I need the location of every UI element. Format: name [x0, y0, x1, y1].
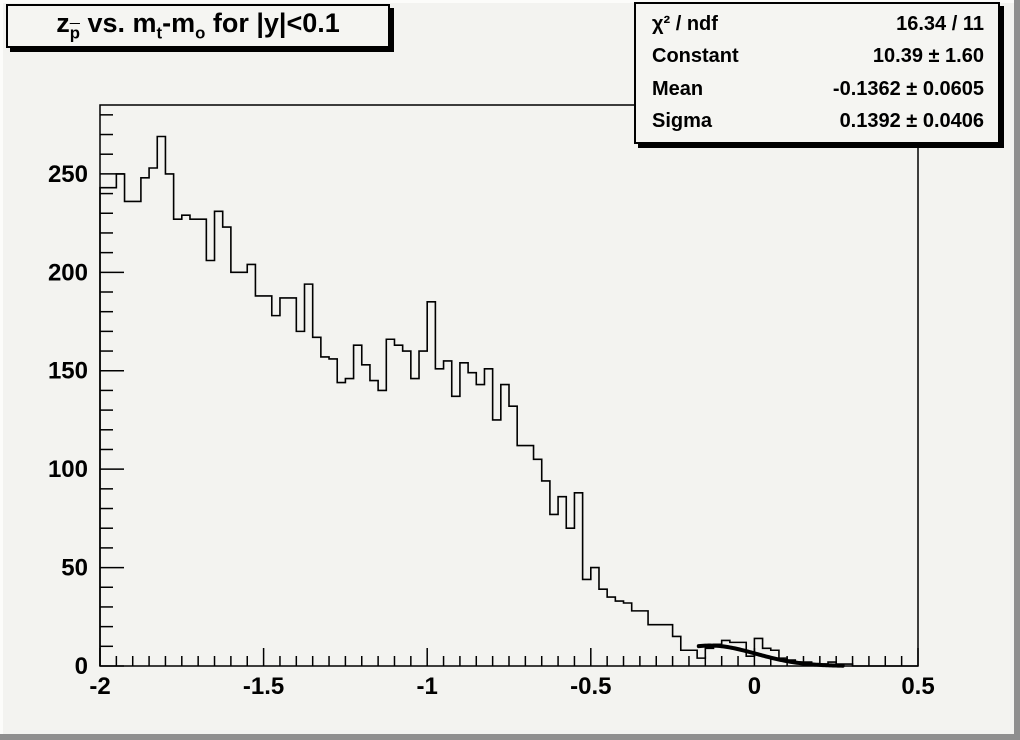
title-segment: -m: [162, 8, 196, 39]
y-tick-label: 100: [48, 456, 88, 483]
fit-stats-box: χ² / ndf 16.34 / 11 Constant 10.39 ± 1.6…: [634, 2, 1000, 144]
y-tick-label: 0: [75, 653, 88, 680]
title-segment: z: [56, 8, 70, 39]
x-tick-label: 0: [748, 673, 761, 700]
histogram-line: [99, 135, 918, 667]
y-tick-label: 50: [61, 555, 88, 582]
stat-label: Constant: [652, 45, 739, 68]
x-tick-label: -2: [89, 673, 110, 700]
stat-label: χ² / ndf: [652, 12, 718, 35]
canvas-bevel-bottom: [0, 734, 1020, 740]
x-tick-label: -0.5: [570, 673, 611, 700]
x-tick-label: -1.5: [243, 673, 284, 700]
y-tick-label: 200: [48, 259, 88, 286]
title-subscript: t: [156, 23, 163, 43]
stat-row-chi2: χ² / ndf 16.34 / 11: [636, 13, 998, 36]
y-tick-label: 250: [48, 161, 88, 188]
plot-title: zp vs. mt-mo for |y|<0.1: [56, 8, 340, 44]
fit-curve: [696, 643, 845, 668]
title-box: zp vs. mt-mo for |y|<0.1: [6, 4, 390, 48]
stat-row-mean: Mean -0.1362 ± 0.0605: [636, 78, 998, 101]
x-tick-label: 0.5: [901, 673, 934, 700]
y-tick-label: 150: [48, 358, 88, 385]
title-subscript-pbar: p: [69, 23, 80, 43]
stat-value: 10.39 ± 1.60: [872, 45, 984, 68]
title-segment: for |y|<0.1: [205, 8, 340, 39]
stat-value: 0.1392 ± 0.0406: [839, 110, 984, 133]
title-subscript: o: [195, 23, 206, 43]
canvas-bevel-right: [1014, 0, 1020, 740]
stat-row-sigma: Sigma 0.1392 ± 0.0406: [636, 110, 998, 133]
title-segment: vs. m: [79, 8, 157, 39]
stat-label: Sigma: [652, 110, 713, 133]
stat-value: 16.34 / 11: [896, 12, 984, 35]
stat-label: Mean: [652, 77, 704, 100]
canvas-bevel-left: [0, 0, 3, 740]
stat-value: -0.1362 ± 0.0605: [832, 77, 984, 100]
canvas-bevel-top: [0, 0, 1020, 3]
stat-row-constant: Constant 10.39 ± 1.60: [636, 45, 998, 68]
x-tick-label: -1: [417, 673, 438, 700]
